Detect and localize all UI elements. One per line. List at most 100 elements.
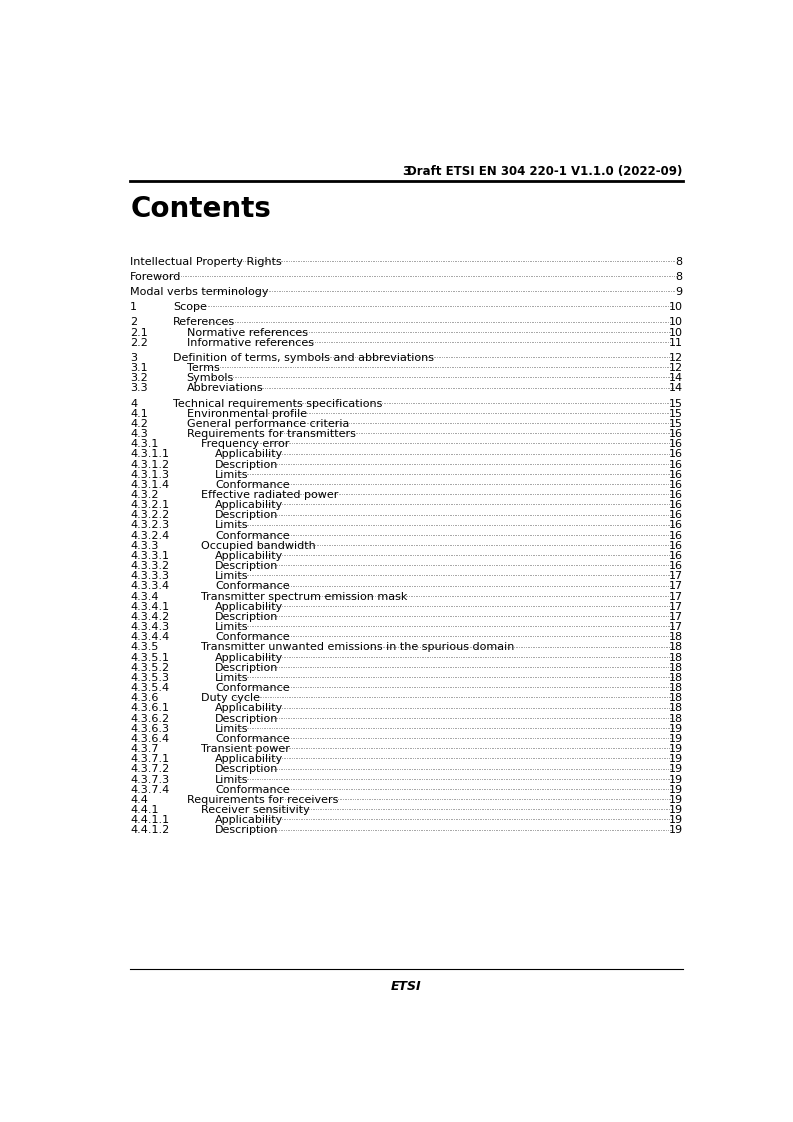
Text: 9: 9 — [676, 287, 683, 297]
Text: Conformance: Conformance — [216, 683, 290, 693]
Text: Environmental profile: Environmental profile — [186, 408, 307, 419]
Text: 2.1: 2.1 — [130, 328, 147, 338]
Text: 4.3.3: 4.3.3 — [130, 541, 159, 551]
Text: 18: 18 — [668, 703, 683, 714]
Text: 16: 16 — [668, 500, 683, 511]
Text: 4.3.5.1: 4.3.5.1 — [130, 653, 169, 663]
Text: Frequency error: Frequency error — [201, 439, 289, 449]
Text: Foreword: Foreword — [130, 272, 182, 282]
Text: 16: 16 — [668, 490, 683, 500]
Text: Limits: Limits — [216, 470, 249, 480]
Text: 4.3: 4.3 — [130, 429, 147, 439]
Text: 15: 15 — [668, 419, 683, 429]
Text: 12: 12 — [668, 364, 683, 373]
Text: 4.3.5.3: 4.3.5.3 — [130, 673, 169, 683]
Text: 8: 8 — [676, 272, 683, 282]
Text: 4: 4 — [130, 398, 137, 408]
Text: Effective radiated power: Effective radiated power — [201, 490, 338, 500]
Text: Conformance: Conformance — [216, 531, 290, 541]
Text: Applicability: Applicability — [216, 449, 284, 459]
Text: Draft ETSI EN 304 220-1 V1.1.0 (2022-09): Draft ETSI EN 304 220-1 V1.1.0 (2022-09) — [408, 165, 683, 178]
Text: Applicability: Applicability — [216, 816, 284, 826]
Text: Description: Description — [216, 764, 279, 774]
Text: 4.4.1.1: 4.4.1.1 — [130, 816, 169, 826]
Text: 4.4: 4.4 — [130, 794, 148, 804]
Text: 4.3.2.2: 4.3.2.2 — [130, 511, 170, 521]
Text: 19: 19 — [668, 764, 683, 774]
Text: 4.4.1.2: 4.4.1.2 — [130, 826, 170, 836]
Text: Definition of terms, symbols and abbreviations: Definition of terms, symbols and abbrevi… — [173, 352, 434, 362]
Text: 3: 3 — [402, 165, 410, 178]
Text: 8: 8 — [676, 257, 683, 267]
Text: 18: 18 — [668, 633, 683, 642]
Text: Limits: Limits — [216, 724, 249, 734]
Text: 3.1: 3.1 — [130, 364, 147, 373]
Text: Description: Description — [216, 826, 279, 836]
Text: 3: 3 — [130, 352, 137, 362]
Text: Intellectual Property Rights: Intellectual Property Rights — [130, 257, 282, 267]
Text: 4.3.4.3: 4.3.4.3 — [130, 622, 169, 632]
Text: 15: 15 — [668, 398, 683, 408]
Text: Conformance: Conformance — [216, 734, 290, 744]
Text: Applicability: Applicability — [216, 551, 284, 561]
Text: 4.3.5.4: 4.3.5.4 — [130, 683, 169, 693]
Text: Modal verbs terminology: Modal verbs terminology — [130, 287, 269, 297]
Text: Applicability: Applicability — [216, 601, 284, 611]
Text: 1: 1 — [130, 302, 137, 312]
Text: Requirements for transmitters: Requirements for transmitters — [186, 429, 355, 439]
Text: 4.3.3.1: 4.3.3.1 — [130, 551, 169, 561]
Text: 10: 10 — [668, 318, 683, 328]
Text: 2.2: 2.2 — [130, 338, 148, 348]
Text: 4.3.4.1: 4.3.4.1 — [130, 601, 169, 611]
Text: 3.3: 3.3 — [130, 384, 147, 394]
Text: Normative references: Normative references — [186, 328, 308, 338]
Text: 14: 14 — [668, 374, 683, 384]
Text: Informative references: Informative references — [186, 338, 314, 348]
Text: Description: Description — [216, 561, 279, 571]
Text: 19: 19 — [668, 806, 683, 815]
Text: 4.3.6.1: 4.3.6.1 — [130, 703, 169, 714]
Text: Scope: Scope — [173, 302, 207, 312]
Text: Duty cycle: Duty cycle — [201, 693, 259, 703]
Text: 17: 17 — [668, 571, 683, 581]
Text: 18: 18 — [668, 663, 683, 673]
Text: 4.3.1: 4.3.1 — [130, 439, 159, 449]
Text: 16: 16 — [668, 429, 683, 439]
Text: 17: 17 — [668, 622, 683, 632]
Text: 2: 2 — [130, 318, 137, 328]
Text: 4.3.6.4: 4.3.6.4 — [130, 734, 169, 744]
Text: 19: 19 — [668, 816, 683, 826]
Text: Conformance: Conformance — [216, 633, 290, 642]
Text: 10: 10 — [668, 302, 683, 312]
Text: 19: 19 — [668, 784, 683, 794]
Text: 19: 19 — [668, 754, 683, 764]
Text: References: References — [173, 318, 235, 328]
Text: 4.3.2.4: 4.3.2.4 — [130, 531, 170, 541]
Text: 17: 17 — [668, 601, 683, 611]
Text: Description: Description — [216, 714, 279, 724]
Text: 16: 16 — [668, 521, 683, 531]
Text: 4.3.4: 4.3.4 — [130, 591, 159, 601]
Text: 18: 18 — [668, 643, 683, 653]
Text: Requirements for receivers: Requirements for receivers — [186, 794, 338, 804]
Text: 4.1: 4.1 — [130, 408, 147, 419]
Text: Applicability: Applicability — [216, 500, 284, 511]
Text: 4.3.7.1: 4.3.7.1 — [130, 754, 169, 764]
Text: 16: 16 — [668, 561, 683, 571]
Text: 16: 16 — [668, 531, 683, 541]
Text: Transmitter spectrum emission mask: Transmitter spectrum emission mask — [201, 591, 407, 601]
Text: Description: Description — [216, 663, 279, 673]
Text: Occupied bandwidth: Occupied bandwidth — [201, 541, 316, 551]
Text: 4.3.6.2: 4.3.6.2 — [130, 714, 169, 724]
Text: 18: 18 — [668, 714, 683, 724]
Text: 19: 19 — [668, 774, 683, 784]
Text: 19: 19 — [668, 724, 683, 734]
Text: 4.3.4.2: 4.3.4.2 — [130, 611, 170, 622]
Text: 16: 16 — [668, 480, 683, 490]
Text: 3.2: 3.2 — [130, 374, 147, 384]
Text: Transmitter unwanted emissions in the spurious domain: Transmitter unwanted emissions in the sp… — [201, 643, 514, 653]
Text: Transient power: Transient power — [201, 744, 289, 754]
Text: 16: 16 — [668, 551, 683, 561]
Text: 18: 18 — [668, 673, 683, 683]
Text: 4.3.7.3: 4.3.7.3 — [130, 774, 169, 784]
